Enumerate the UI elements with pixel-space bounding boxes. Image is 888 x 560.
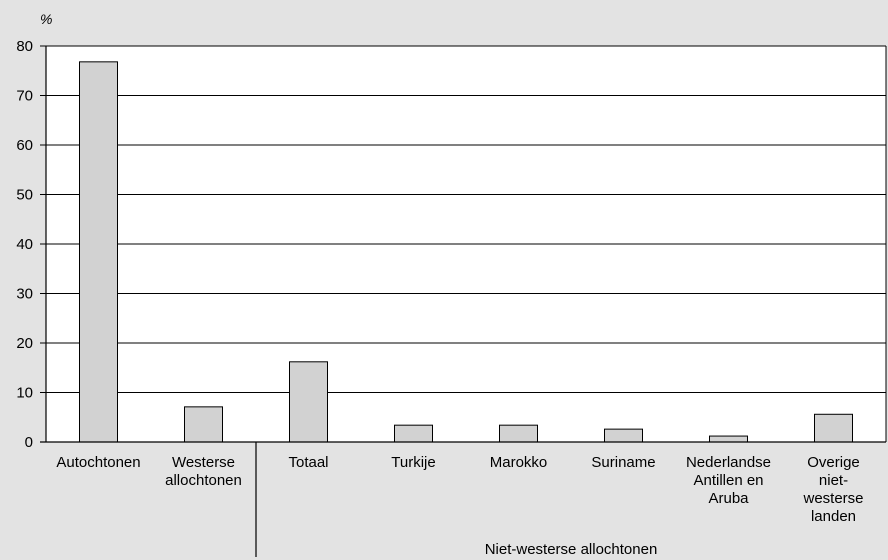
category-labels: Autochtonen Westerse allochtonen Totaal Turk… <box>56 454 863 525</box>
bar-totaal <box>289 361 328 443</box>
bar-autochtonen <box>79 61 118 443</box>
category-label-totaal: Totaal <box>288 454 328 471</box>
y-tick-label-30: 30 <box>16 286 33 303</box>
bar-westerse-allochtonen <box>184 406 223 443</box>
y-unit-label: % <box>40 11 52 27</box>
y-tick-label-0: 0 <box>25 434 33 451</box>
category-label-suriname: Suriname <box>591 454 655 471</box>
axes <box>40 45 887 557</box>
category-label-westerse-allochtonen: Westerse allochtonen <box>165 454 242 489</box>
bars <box>79 61 853 443</box>
y-tick-label-10: 10 <box>16 385 33 402</box>
y-tick-labels: 0 10 20 30 40 50 60 70 80 <box>16 38 33 451</box>
gridlines <box>46 45 886 393</box>
group-label: Niet-westerse allochtonen <box>485 541 658 558</box>
category-label-nederlandse-antillen-en-aruba: Nederlandse Antillen en Aruba <box>686 454 771 507</box>
category-label-overige-niet--westerse-landen: Overige niet-westerse landen <box>802 454 863 525</box>
category-label-autochtonen: Autochtonen <box>56 454 140 471</box>
category-label-turkije: Turkije <box>391 454 435 471</box>
y-tick-label-80: 80 <box>16 38 33 55</box>
bar-turkije <box>394 424 433 443</box>
y-tick-label-50: 50 <box>16 187 33 204</box>
y-tick-label-40: 40 <box>16 236 33 253</box>
category-label-marokko: Marokko <box>490 454 548 471</box>
bar-marokko <box>499 424 538 443</box>
y-tick-label-20: 20 <box>16 335 33 352</box>
bar-suriname <box>604 428 643 443</box>
y-tick-label-60: 60 <box>16 137 33 154</box>
bar-overige-niet--westerse-landen <box>814 413 853 443</box>
bar-nederlandse-antillen-en-aruba <box>709 435 748 443</box>
y-tick-label-70: 70 <box>16 88 33 105</box>
